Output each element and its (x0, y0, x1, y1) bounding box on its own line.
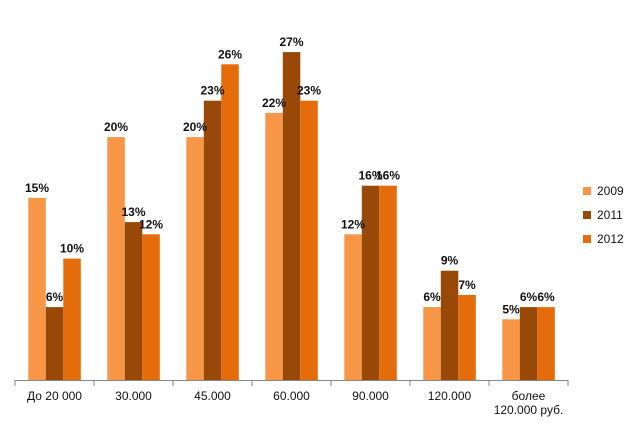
bar (361, 185, 380, 380)
legend-label: 2009 (597, 184, 624, 198)
bars-layer (28, 52, 555, 381)
data-label: 13% (121, 205, 145, 219)
data-label: 7% (458, 278, 476, 292)
data-labels-layer: 15%6%10%20%13%12%20%23%26%22%27%23%12%16… (25, 35, 555, 316)
data-label: 26% (218, 47, 242, 61)
data-label: 20% (183, 120, 207, 134)
category-label: 120.000 (428, 389, 472, 403)
category-label: 120.000 руб. (494, 403, 564, 417)
data-label: 23% (297, 84, 321, 98)
category-label: 90.000 (352, 389, 389, 403)
bar (28, 197, 46, 380)
data-label: 5% (502, 302, 520, 316)
category-label: 30.000 (115, 389, 152, 403)
bar (203, 100, 222, 380)
data-label: 6% (537, 290, 555, 304)
data-label: 23% (200, 84, 224, 98)
legend-swatch (583, 187, 591, 195)
bar (423, 307, 441, 380)
bar (379, 185, 397, 380)
data-label: 9% (441, 254, 459, 268)
data-label: 6% (520, 290, 538, 304)
bar (142, 234, 160, 380)
data-label: 27% (279, 35, 303, 49)
legend-swatch (583, 211, 591, 219)
legend: 2009 2011 2012 (583, 184, 624, 246)
bar (124, 222, 143, 380)
data-label: 22% (262, 96, 286, 110)
category-label: 45.000 (194, 389, 231, 403)
bar (107, 137, 125, 380)
bar (502, 319, 520, 380)
bar (221, 64, 239, 381)
category-label: более (512, 389, 546, 403)
bar (282, 52, 301, 380)
data-label: 12% (341, 217, 365, 231)
category-labels: До 20 000 30.000 45.000 60.000 90.000 120.000… (27, 389, 563, 417)
category-label: До 20 000 (27, 389, 82, 403)
data-label: 20% (104, 120, 128, 134)
bar (63, 258, 81, 380)
data-label: 6% (46, 290, 64, 304)
bar (537, 307, 555, 380)
bar (300, 100, 318, 380)
bar (265, 112, 283, 381)
data-label: 16% (358, 169, 382, 183)
bar (440, 270, 459, 380)
category-label: 60.000 (273, 389, 310, 403)
legend-label: 2012 (597, 232, 624, 246)
bar (344, 234, 362, 380)
legend-swatch (583, 235, 591, 243)
data-label: 16% (376, 169, 400, 183)
bar (45, 307, 64, 380)
data-label: 10% (60, 242, 84, 256)
x-axis-ticks (14, 380, 569, 386)
data-label: 15% (25, 181, 49, 195)
data-label: 6% (423, 290, 441, 304)
bar (458, 295, 476, 380)
bar (519, 307, 538, 380)
legend-label: 2011 (597, 208, 623, 222)
data-label: 12% (139, 217, 163, 231)
bar (186, 137, 204, 380)
